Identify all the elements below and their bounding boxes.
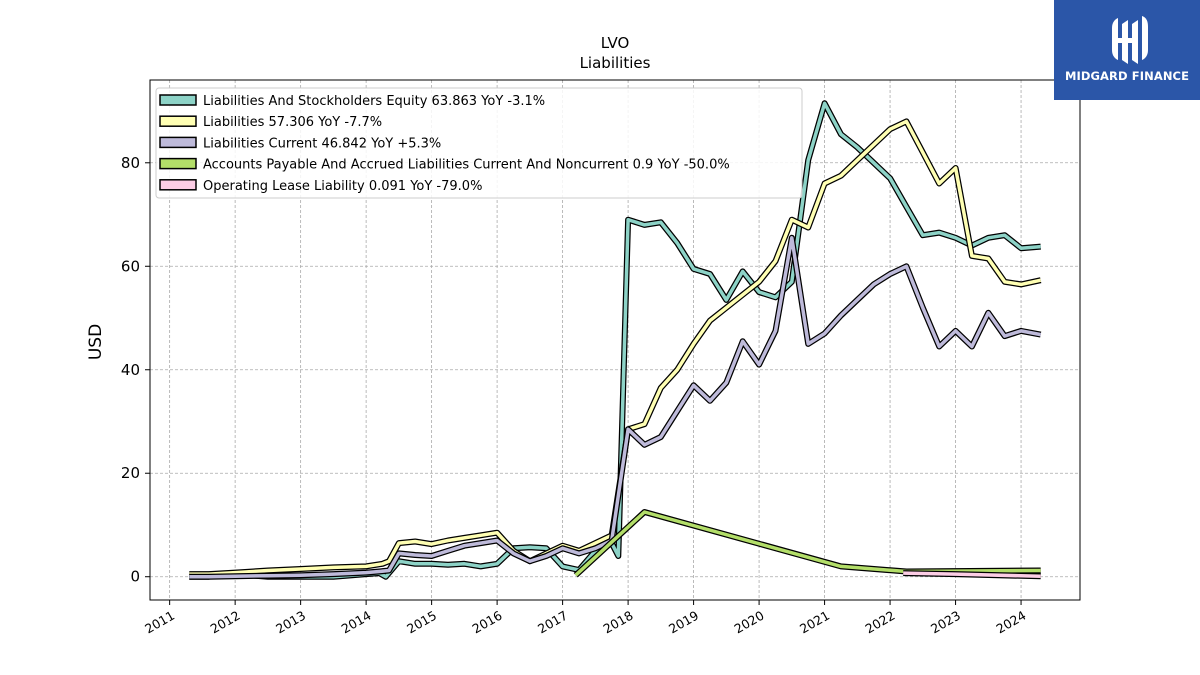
- x-tick-label: 2023: [928, 608, 963, 637]
- x-tick-label: 2012: [208, 608, 243, 637]
- x-tick-label: 2016: [470, 608, 505, 637]
- series-group: [189, 100, 1042, 580]
- series-line-0: [189, 100, 1041, 580]
- y-tick-label: 80: [121, 154, 140, 172]
- brand-name: MIDGARD FINANCE: [1064, 69, 1190, 83]
- plot-frame: [149, 79, 1081, 601]
- x-tick-label: 2011: [142, 608, 177, 637]
- x-axis: 2011 2012 2013 2014 2015 2016 2017 2018 2019 2020…: [142, 600, 1029, 637]
- brand-mark-icon: [1112, 16, 1148, 64]
- legend-swatch: [159, 157, 197, 170]
- legend: Liabilities And Stockholders Equity 63.8…: [155, 87, 803, 199]
- series-line-1: [189, 118, 1042, 578]
- legend-label: Operating Lease Liability 0.091 YoY -79.…: [203, 179, 482, 194]
- legend-swatch: [159, 94, 197, 106]
- y-tick-label: 0: [130, 568, 140, 586]
- legend-label: Liabilities And Stockholders Equity 63.8…: [203, 94, 545, 109]
- series-line-2: [189, 234, 1042, 580]
- x-tick-label: 2020: [732, 608, 767, 637]
- legend-label: Liabilities Current 46.842 YoY +5.3%: [203, 136, 441, 151]
- y-axis-label: USD: [86, 324, 106, 360]
- y-axis: 0 20 40 60 80: [121, 154, 150, 586]
- chart-title: LVO: [601, 34, 630, 52]
- x-tick-label: 2015: [404, 608, 439, 637]
- x-tick-label: 2017: [535, 608, 570, 637]
- x-tick-label: 2024: [994, 608, 1029, 637]
- y-tick-label: 40: [121, 361, 140, 379]
- series-line-4: [903, 570, 1041, 580]
- x-tick-label: 2019: [666, 608, 701, 637]
- x-tick-label: 2021: [797, 608, 832, 637]
- x-tick-label: 2022: [863, 608, 898, 637]
- series-stroke: [189, 236, 1042, 579]
- legend-box: [155, 87, 803, 199]
- x-tick-label: 2014: [339, 608, 374, 637]
- x-tick-label: 2013: [273, 608, 308, 637]
- x-tick-label: 2018: [601, 608, 636, 637]
- legend-label: Accounts Payable And Accrued Liabilities…: [203, 158, 730, 173]
- legend-swatch: [159, 115, 197, 127]
- y-tick-label: 60: [121, 257, 140, 275]
- series-stroke: [189, 101, 1041, 579]
- brand-logo: MIDGARD FINANCE: [1054, 0, 1200, 100]
- series-stroke: [189, 119, 1042, 576]
- legend-swatch: [159, 179, 197, 191]
- legend-swatch: [159, 136, 197, 149]
- series-stroke: [903, 571, 1041, 579]
- chart-subtitle: Liabilities: [580, 54, 651, 72]
- y-tick-label: 20: [121, 464, 140, 482]
- legend-label: Liabilities 57.306 YoY -7.7%: [203, 115, 382, 130]
